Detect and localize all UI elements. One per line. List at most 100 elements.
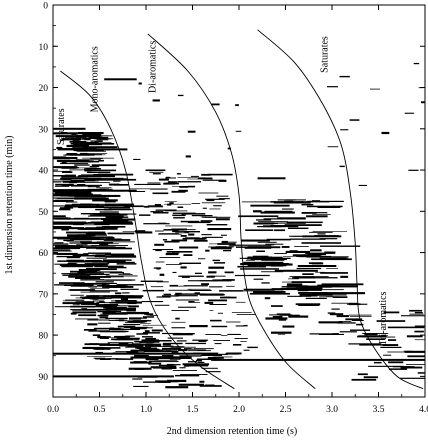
peak-streak [415,312,423,313]
peak-streak [418,372,428,374]
peak-streak [240,268,279,270]
peak-streak [337,315,349,317]
peak-streak [110,302,136,303]
peak-streak [80,279,104,280]
peak-streak [95,209,132,210]
peak-streak [78,175,99,176]
peak-streak [148,205,163,206]
peak-streak [308,254,326,256]
peak-streak [319,321,343,323]
peak-streak [203,208,207,209]
peak-streak [302,273,313,275]
peak-streak [408,170,418,171]
peak-streak [96,229,104,230]
peak-streak [164,294,172,296]
peak-streak [70,295,84,296]
region-label: Di-aromatics [147,41,158,93]
peak-streak [173,217,185,218]
peak-streak [105,318,127,319]
peak-streak [142,320,149,321]
peak-streak [62,171,72,173]
peak-streak [116,358,134,360]
peak-streak [181,266,187,268]
peak-streak [340,166,345,167]
peak-streak [50,166,78,168]
peak-streak [63,155,89,156]
long-streak [258,177,286,179]
peak-streak [165,386,188,388]
peak-streak [258,221,288,222]
peak-streak [264,262,275,263]
peak-streak [87,172,110,173]
peak-streak [133,386,148,387]
peak-streak [54,284,82,285]
peak-streak [184,285,208,286]
peak-streak [177,173,181,174]
peak-streak [213,205,222,206]
peak-streak [172,215,185,217]
x-tick-label: 1.5 [187,405,199,415]
peak-streak [86,233,107,235]
peak-streak [168,181,177,183]
peak-streak [94,358,106,359]
peak-streak [340,276,348,278]
peak-streak [230,245,275,246]
peak-streak [312,294,333,296]
peak-streak [404,351,413,352]
peak-streak [236,302,246,303]
peak-streak [145,330,150,332]
peak-streak [198,258,205,259]
peak-streak [139,83,142,85]
peak-streak [60,207,73,208]
y-tick-label: 60 [39,249,49,259]
peak-streak [98,160,104,162]
y-tick-label: 20 [39,84,49,94]
peak-streak [160,274,165,276]
peak-streak [60,178,101,180]
peak-streak [250,205,289,207]
peak-streak [87,168,101,169]
peak-streak [224,297,231,298]
peak-streak [277,313,291,314]
y-tick-label: 70 [39,290,49,300]
peak-streak [151,286,163,287]
peak-streak [109,184,125,185]
peak-streak [111,308,121,309]
peak-streak [312,214,331,215]
peak-streak [388,361,403,363]
peak-streak [165,226,192,227]
peak-streak [317,206,340,208]
peak-streak [116,351,129,352]
peak-streak [159,257,180,258]
peak-streak [214,262,225,264]
peak-streak [114,336,125,338]
peak-streak [52,181,88,182]
peak-streak [382,132,390,134]
peak-streak [156,267,160,269]
peak-streak [99,188,109,189]
peak-streak [109,344,134,346]
peak-streak [96,214,137,215]
peak-streak [248,257,273,258]
peak-streak [264,211,292,212]
peak-streak [134,355,149,357]
peak-streak [254,279,264,280]
peak-streak [406,364,427,365]
peak-streak [136,231,153,233]
peak-streak [186,155,191,157]
peak-streak [250,293,290,295]
peak-streak [179,367,185,368]
peak-streak [171,310,188,311]
peak-streak [387,352,404,353]
peak-streak [166,183,179,185]
peak-streak [57,193,65,194]
region-label: Saturates [319,36,330,73]
peak-streak [172,231,186,232]
peak-streak [106,305,131,306]
peak-streak [184,366,189,367]
peak-streak [288,316,308,318]
peak-streak [297,268,322,269]
peak-streak [326,268,338,269]
peak-streak [219,290,243,292]
peak-streak [67,145,89,147]
